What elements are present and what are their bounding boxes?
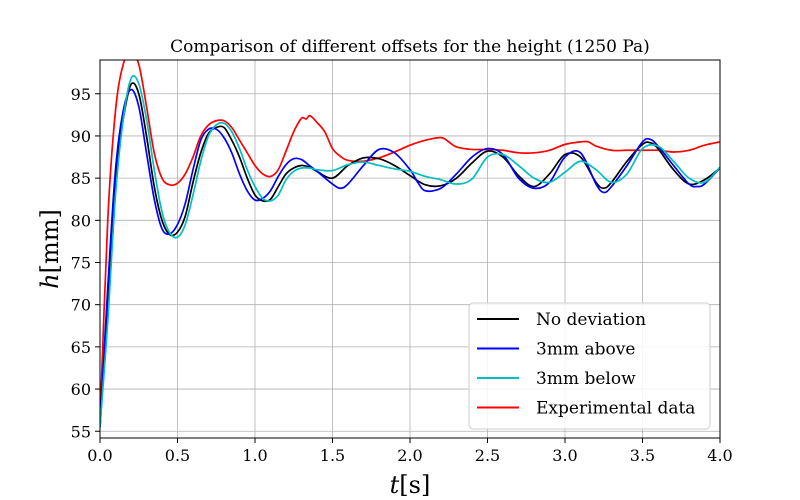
series-line-2: [100, 74, 720, 428]
x-tick-label: 2.0: [397, 446, 422, 465]
legend-label: 3mm above: [536, 340, 635, 360]
y-axis-symbol: h: [36, 273, 64, 288]
axis-ticks: 0.0 0.5 1.0 1.5 2.0 2.5 3.0 3.5 4.0 55 60 65 70 75 80 8…: [71, 85, 733, 465]
series-line-1: [100, 88, 720, 428]
series-line-3: [100, 60, 720, 423]
series-lines: [100, 60, 720, 428]
legend-label: 3mm below: [536, 369, 636, 389]
x-axis-unit: [s]: [399, 471, 430, 499]
x-tick-label: 3.0: [552, 446, 577, 465]
x-axis-label: t[s]: [390, 471, 431, 499]
y-tick-label: 95: [71, 85, 91, 104]
y-tick-label: 55: [71, 422, 91, 441]
y-tick-label: 60: [71, 380, 91, 399]
y-axis-unit: [mm]: [36, 209, 64, 273]
x-tick-label: 1.0: [242, 446, 267, 465]
legend-label: No deviation: [536, 310, 646, 330]
chart-title: Comparison of different offsets for the …: [170, 37, 650, 57]
x-axis-symbol: t: [390, 471, 400, 499]
y-tick-label: 65: [71, 338, 91, 357]
y-tick-label: 90: [71, 127, 91, 146]
x-tick-label: 1.5: [320, 446, 345, 465]
x-tick-label: 2.5: [475, 446, 500, 465]
legend-label: Experimental data: [536, 399, 695, 419]
x-tick-label: 0.5: [165, 446, 190, 465]
y-tick-label: 85: [71, 169, 91, 188]
y-axis-label: h[mm]: [36, 209, 64, 289]
y-tick-label: 80: [71, 211, 91, 230]
legend-box: [468, 302, 711, 430]
x-tick-label: 0.0: [87, 446, 112, 465]
y-tick-label: 75: [71, 254, 91, 273]
x-tick-label: 4.0: [707, 446, 732, 465]
x-tick-label: 3.5: [630, 446, 655, 465]
legend: No deviation 3mm above 3mm below Experiment…: [468, 302, 711, 430]
y-tick-label: 70: [71, 296, 91, 315]
